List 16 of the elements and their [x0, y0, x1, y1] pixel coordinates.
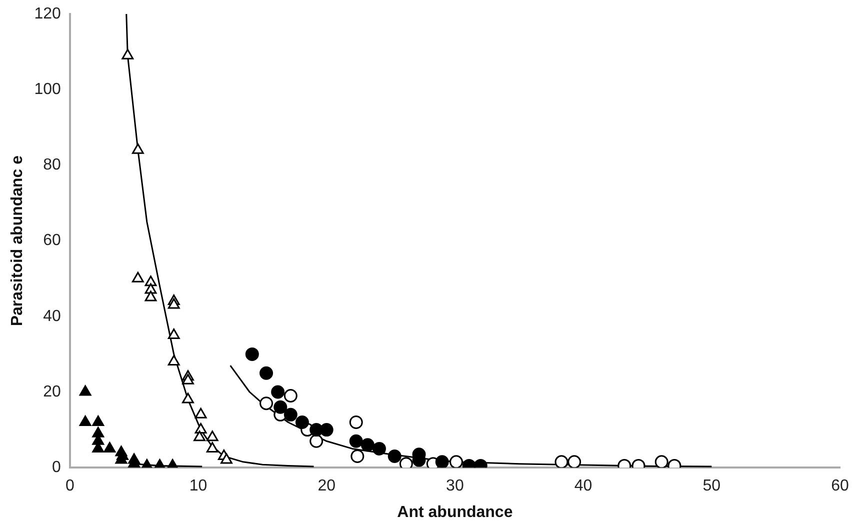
y-tick-label: 20 — [43, 383, 61, 400]
y-tick-label: 120 — [34, 5, 61, 22]
y-axis-title: Parasitoid abundanc e — [9, 155, 26, 326]
x-tick-label: 20 — [318, 478, 336, 495]
y-tick-label: 80 — [43, 156, 61, 174]
y-tick-label: 0 — [52, 459, 61, 476]
x-tick-label: 60 — [831, 478, 849, 495]
x-tick-label: 50 — [702, 478, 721, 495]
y-tick-label: 100 — [34, 81, 61, 98]
x-tick-label: 40 — [574, 478, 592, 495]
x-tick-label: 10 — [189, 478, 208, 495]
y-tick-label: 60 — [43, 232, 61, 250]
y-tick-label: 40 — [43, 308, 61, 325]
x-tick-label: 0 — [65, 478, 74, 495]
x-tick-label: 30 — [446, 478, 464, 495]
x-axis-title: Ant abundance — [397, 504, 513, 521]
